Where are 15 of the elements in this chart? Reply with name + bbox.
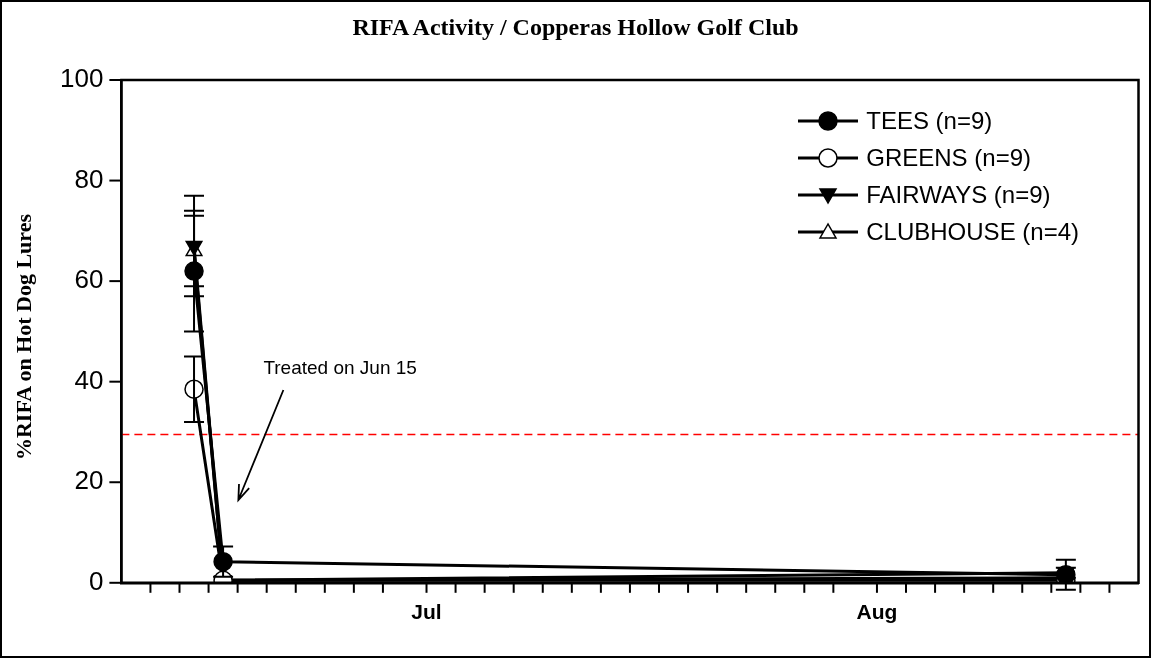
chart-title: RIFA Activity / Copperas Hollow Golf Club — [351, 14, 800, 41]
annotation: Treated on Jun 15 — [263, 357, 417, 378]
legend-label: FAIRWAYS (n=9) — [866, 180, 1051, 209]
y-tick-label: 60 — [74, 264, 104, 295]
y-tick-label: 100 — [59, 63, 104, 94]
y-tick-label: 20 — [74, 465, 104, 496]
y-tick-label: 80 — [74, 163, 104, 194]
legend-label: CLUBHOUSE (n=4) — [866, 217, 1079, 246]
x-tick-label: Aug — [856, 600, 898, 624]
legend-label: GREENS (n=9) — [866, 143, 1031, 172]
y-tick-label: 0 — [88, 565, 104, 596]
y-tick-label: 40 — [74, 364, 104, 395]
legend-label: TEES (n=9) — [866, 106, 993, 135]
y-axis-title: %RIFA on Hot Dog Lures — [11, 213, 37, 461]
x-tick-label: Jul — [411, 600, 442, 624]
